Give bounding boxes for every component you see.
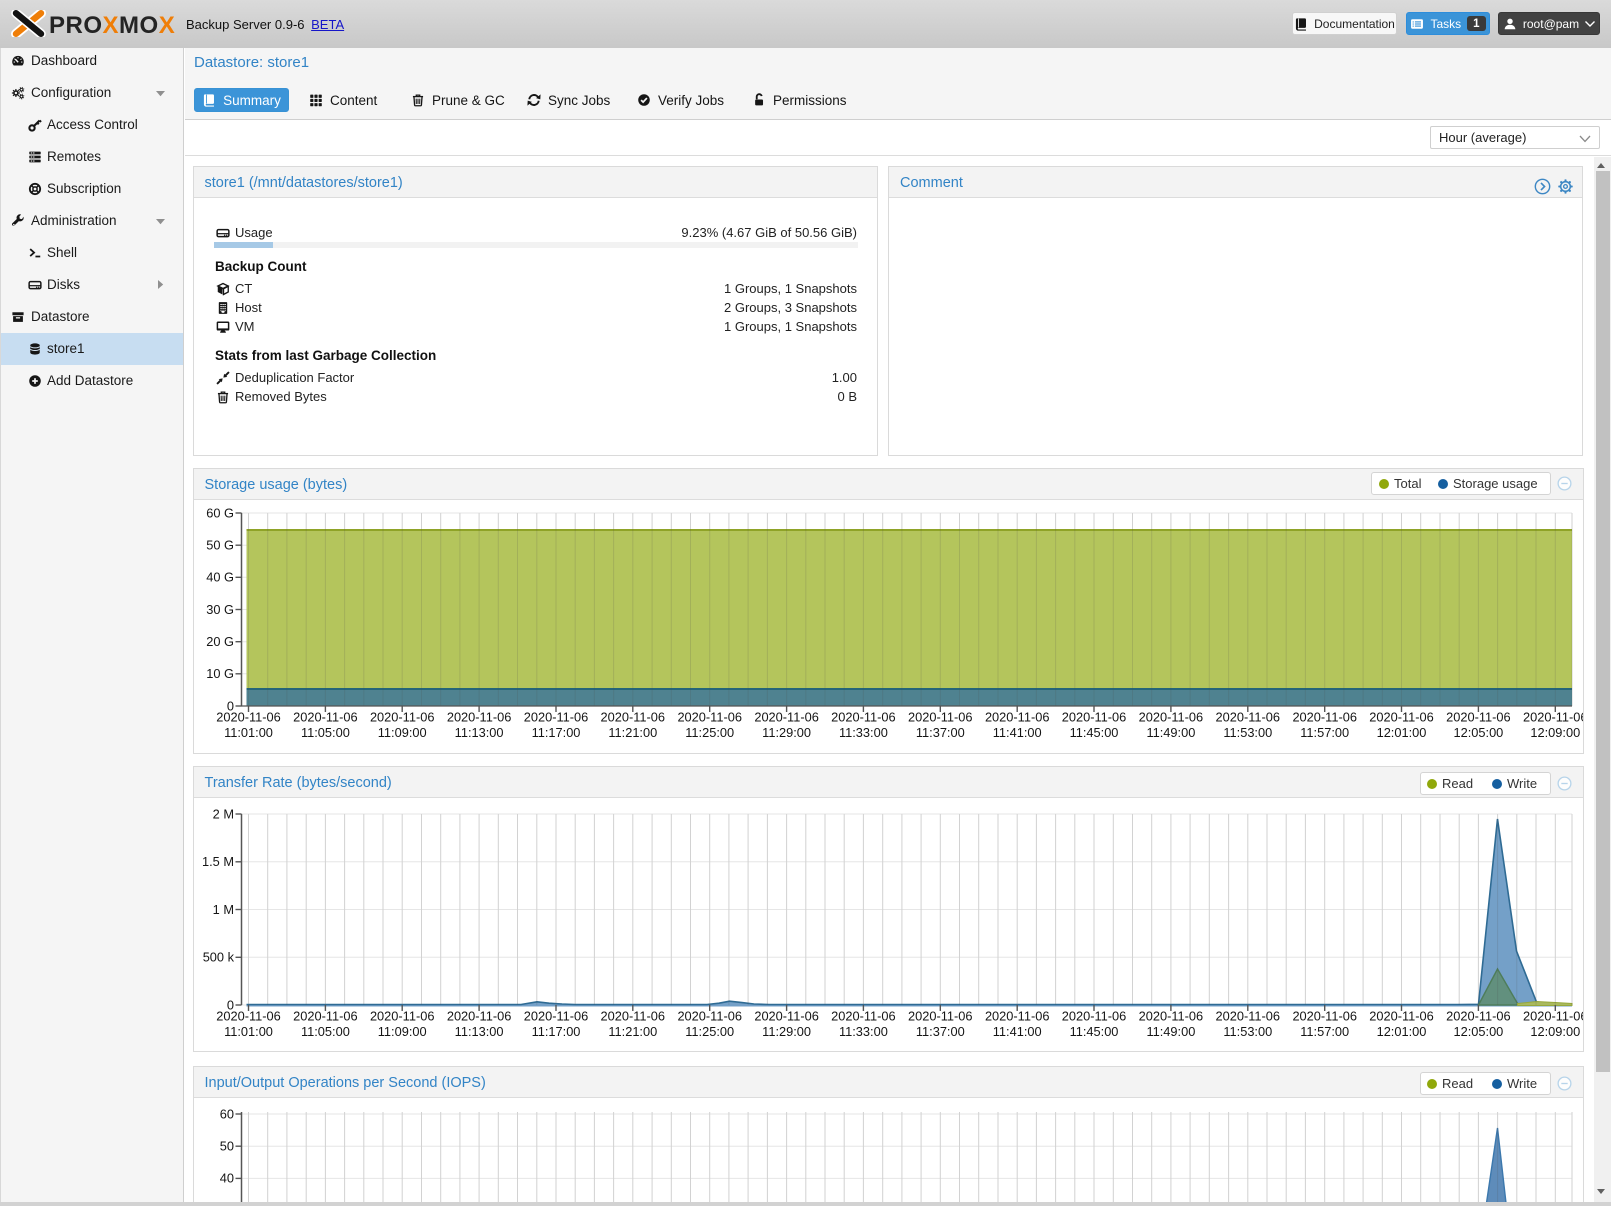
svg-text:2020-11-06: 2020-11-06 — [1138, 710, 1203, 725]
svg-text:2020-11-06: 2020-11-06 — [369, 710, 434, 725]
svg-text:60 G: 60 G — [206, 505, 234, 520]
svg-text:12:09:00: 12:09:00 — [1530, 725, 1580, 740]
svg-text:11:41:00: 11:41:00 — [992, 725, 1041, 740]
svg-text:2020-11-06: 2020-11-06 — [1061, 1009, 1126, 1024]
svg-text:0: 0 — [226, 698, 233, 713]
svg-text:2020-11-06: 2020-11-06 — [1446, 1009, 1511, 1024]
svg-text:2020-11-06: 2020-11-06 — [754, 1009, 819, 1024]
svg-text:11:05:00: 11:05:00 — [300, 725, 349, 740]
svg-text:2020-11-06: 2020-11-06 — [831, 1009, 896, 1024]
svg-text:11:53:00: 11:53:00 — [1223, 1024, 1272, 1039]
svg-text:50 G: 50 G — [206, 538, 234, 553]
svg-text:2020-11-06: 2020-11-06 — [1523, 710, 1583, 725]
svg-text:500 k: 500 k — [202, 950, 234, 965]
svg-text:11:49:00: 11:49:00 — [1146, 1024, 1195, 1039]
svg-text:11:21:00: 11:21:00 — [608, 1024, 657, 1039]
svg-text:11:57:00: 11:57:00 — [1300, 1024, 1349, 1039]
svg-text:40: 40 — [219, 1171, 233, 1186]
svg-text:11:29:00: 11:29:00 — [762, 725, 811, 740]
svg-text:12:05:00: 12:05:00 — [1453, 725, 1503, 740]
svg-text:2020-11-06: 2020-11-06 — [754, 710, 819, 725]
svg-text:2020-11-06: 2020-11-06 — [908, 710, 973, 725]
svg-text:12:01:00: 12:01:00 — [1376, 1024, 1426, 1039]
svg-text:2 M: 2 M — [212, 806, 233, 821]
svg-text:2020-11-06: 2020-11-06 — [1523, 1009, 1583, 1024]
svg-text:30 G: 30 G — [206, 602, 234, 617]
svg-text:11:37:00: 11:37:00 — [915, 725, 964, 740]
svg-text:11:17:00: 11:17:00 — [531, 1024, 580, 1039]
svg-text:50: 50 — [219, 1139, 233, 1154]
svg-text:2020-11-06: 2020-11-06 — [1138, 1009, 1203, 1024]
svg-text:2020-11-06: 2020-11-06 — [831, 710, 896, 725]
svg-text:2020-11-06: 2020-11-06 — [446, 1009, 511, 1024]
svg-text:11:01:00: 11:01:00 — [224, 725, 273, 740]
svg-text:2020-11-06: 2020-11-06 — [216, 710, 281, 725]
svg-text:11:05:00: 11:05:00 — [300, 1024, 349, 1039]
svg-text:1 M: 1 M — [212, 902, 233, 917]
svg-text:11:41:00: 11:41:00 — [992, 1024, 1041, 1039]
svg-text:10 G: 10 G — [206, 666, 234, 681]
svg-text:2020-11-06: 2020-11-06 — [293, 710, 358, 725]
svg-text:0: 0 — [226, 997, 233, 1012]
svg-text:2020-11-06: 2020-11-06 — [984, 710, 1049, 725]
svg-text:11:21:00: 11:21:00 — [608, 725, 657, 740]
svg-text:2020-11-06: 2020-11-06 — [1215, 710, 1280, 725]
svg-text:11:13:00: 11:13:00 — [454, 1024, 503, 1039]
svg-text:2020-11-06: 2020-11-06 — [600, 1009, 665, 1024]
svg-text:2020-11-06: 2020-11-06 — [600, 710, 665, 725]
svg-text:2020-11-06: 2020-11-06 — [677, 1009, 742, 1024]
svg-text:40 G: 40 G — [206, 570, 234, 585]
svg-text:2020-11-06: 2020-11-06 — [369, 1009, 434, 1024]
svg-text:11:09:00: 11:09:00 — [377, 725, 426, 740]
svg-text:11:25:00: 11:25:00 — [685, 1024, 734, 1039]
svg-text:2020-11-06: 2020-11-06 — [908, 1009, 973, 1024]
svg-text:2020-11-06: 2020-11-06 — [1292, 710, 1357, 725]
svg-text:11:45:00: 11:45:00 — [1069, 725, 1118, 740]
svg-text:2020-11-06: 2020-11-06 — [523, 710, 588, 725]
svg-text:2020-11-06: 2020-11-06 — [1369, 710, 1434, 725]
svg-text:11:09:00: 11:09:00 — [377, 1024, 426, 1039]
svg-text:2020-11-06: 2020-11-06 — [1369, 1009, 1434, 1024]
svg-text:2020-11-06: 2020-11-06 — [523, 1009, 588, 1024]
svg-text:11:57:00: 11:57:00 — [1300, 725, 1349, 740]
svg-text:11:45:00: 11:45:00 — [1069, 1024, 1118, 1039]
svg-text:2020-11-06: 2020-11-06 — [1061, 710, 1126, 725]
svg-text:12:05:00: 12:05:00 — [1453, 1024, 1503, 1039]
svg-text:2020-11-06: 2020-11-06 — [984, 1009, 1049, 1024]
svg-text:60: 60 — [219, 1106, 233, 1121]
svg-text:11:01:00: 11:01:00 — [224, 1024, 273, 1039]
svg-text:11:29:00: 11:29:00 — [762, 1024, 811, 1039]
svg-text:2020-11-06: 2020-11-06 — [216, 1009, 281, 1024]
svg-text:11:53:00: 11:53:00 — [1223, 725, 1272, 740]
svg-text:2020-11-06: 2020-11-06 — [1292, 1009, 1357, 1024]
svg-text:11:37:00: 11:37:00 — [915, 1024, 964, 1039]
svg-text:2020-11-06: 2020-11-06 — [1215, 1009, 1280, 1024]
svg-text:12:09:00: 12:09:00 — [1530, 1024, 1580, 1039]
svg-text:11:25:00: 11:25:00 — [685, 725, 734, 740]
svg-text:11:33:00: 11:33:00 — [838, 1024, 887, 1039]
svg-text:2020-11-06: 2020-11-06 — [293, 1009, 358, 1024]
svg-text:11:13:00: 11:13:00 — [454, 725, 503, 740]
svg-text:2020-11-06: 2020-11-06 — [1446, 710, 1511, 725]
svg-text:11:17:00: 11:17:00 — [531, 725, 580, 740]
svg-text:12:01:00: 12:01:00 — [1376, 725, 1426, 740]
svg-text:2020-11-06: 2020-11-06 — [677, 710, 742, 725]
svg-text:20 G: 20 G — [206, 634, 234, 649]
svg-text:11:33:00: 11:33:00 — [838, 725, 887, 740]
svg-text:1.5 M: 1.5 M — [201, 854, 233, 869]
svg-text:11:49:00: 11:49:00 — [1146, 725, 1195, 740]
svg-text:2020-11-06: 2020-11-06 — [446, 710, 511, 725]
